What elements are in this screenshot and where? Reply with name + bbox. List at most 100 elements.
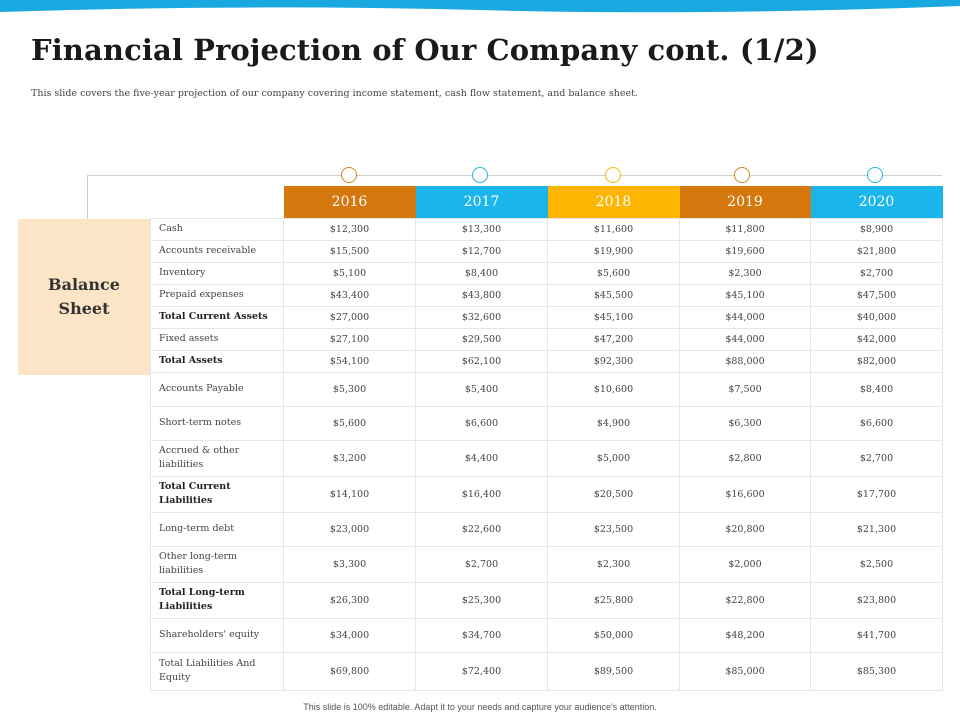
value-cell: $12,700 [415, 239, 548, 263]
value-cell: $27,000 [283, 305, 416, 329]
year-header-cell: 2017 [415, 186, 548, 218]
value-cell: $19,900 [547, 239, 680, 263]
value-cell: $25,300 [415, 581, 548, 619]
top-wave-decoration [0, 0, 960, 13]
value-cell: $69,800 [283, 651, 416, 691]
value-cell: $16,400 [415, 475, 548, 513]
row-label: Total Long-term Liabilities [150, 581, 284, 619]
value-cell: $32,600 [415, 305, 548, 329]
value-cell: $4,400 [415, 439, 548, 477]
value-cell: $3,200 [283, 439, 416, 477]
year-header-cell: 2016 [283, 186, 416, 218]
year-marker-circle [734, 167, 750, 183]
page-title: Financial Projection of Our Company cont… [31, 33, 819, 67]
value-cell: $8,400 [810, 371, 943, 407]
row-label: Total Current Assets [150, 305, 284, 329]
year-header-cell: 2019 [679, 186, 811, 218]
value-cell: $23,500 [547, 511, 680, 547]
value-cell: $72,400 [415, 651, 548, 691]
value-cell: $21,300 [810, 511, 943, 547]
value-cell: $2,700 [810, 261, 943, 285]
value-cell: $12,300 [283, 217, 416, 241]
table-row: Other long-term liabilities $3,300 $2,700 $… [150, 545, 943, 583]
value-cell: $43,400 [283, 283, 416, 307]
footer-note: This slide is 100% editable. Adapt it to… [303, 702, 657, 712]
year-header-cell: 2018 [547, 186, 680, 218]
table-row: Inventory $5,100 $8,400 $5,600 $2,300 $2,700 [150, 261, 943, 285]
value-cell: $23,800 [810, 581, 943, 619]
value-cell: $2,000 [679, 545, 811, 583]
table-row: Accounts Payable $5,300 $5,400 $10,600 $7,50… [150, 371, 943, 407]
year-header-cell: 2020 [810, 186, 943, 218]
year-marker-circle [472, 167, 488, 183]
value-cell: $34,700 [415, 617, 548, 653]
table-row: Total Liabilities And Equity $69,800 $72,4… [150, 651, 943, 691]
value-cell: $23,000 [283, 511, 416, 547]
table-row: Prepaid expenses $43,400 $43,800 $45,500 $45… [150, 283, 943, 307]
row-label: Prepaid expenses [150, 283, 284, 307]
value-cell: $92,300 [547, 349, 680, 373]
value-cell: $40,000 [810, 305, 943, 329]
value-cell: $25,800 [547, 581, 680, 619]
table-frame-top [87, 175, 942, 176]
value-cell: $82,000 [810, 349, 943, 373]
table-row: Total Current Assets $27,000 $32,600 $45,10… [150, 305, 943, 329]
row-label: Accrued & other liabilities [150, 439, 284, 477]
value-cell: $5,600 [283, 405, 416, 441]
value-cell: $44,000 [679, 327, 811, 351]
value-cell: $20,800 [679, 511, 811, 547]
value-cell: $47,200 [547, 327, 680, 351]
value-cell: $4,900 [547, 405, 680, 441]
row-label: Inventory [150, 261, 284, 285]
table-row: Fixed assets $27,100 $29,500 $47,200 $44,000… [150, 327, 943, 351]
value-cell: $29,500 [415, 327, 548, 351]
year-header-row: 2016 2017 2018 2019 2020 [151, 186, 943, 218]
value-cell: $6,300 [679, 405, 811, 441]
row-label: Long-term debt [150, 511, 284, 547]
value-cell: $22,800 [679, 581, 811, 619]
value-cell: $45,100 [679, 283, 811, 307]
balance-sheet-label: Balance Sheet [48, 275, 120, 318]
wave-shape [0, 0, 960, 13]
value-cell: $54,100 [283, 349, 416, 373]
value-cell: $27,100 [283, 327, 416, 351]
table-row: Cash $12,300 $13,300 $11,600 $11,800 $8,900 [150, 217, 943, 241]
year-marker-circle [867, 167, 883, 183]
value-cell: $5,400 [415, 371, 548, 407]
table-row: Shareholders' equity $34,000 $34,700 $50,00… [150, 617, 943, 653]
value-cell: $19,600 [679, 239, 811, 263]
row-label: Other long-term liabilities [150, 545, 284, 583]
value-cell: $10,600 [547, 371, 680, 407]
value-cell: $89,500 [547, 651, 680, 691]
value-cell: $85,000 [679, 651, 811, 691]
value-cell: $62,100 [415, 349, 548, 373]
value-cell: $8,400 [415, 261, 548, 285]
value-cell: $11,800 [679, 217, 811, 241]
value-cell: $42,000 [810, 327, 943, 351]
value-cell: $17,700 [810, 475, 943, 513]
year-marker-circle [605, 167, 621, 183]
value-cell: $6,600 [415, 405, 548, 441]
table-frame-left [87, 175, 88, 219]
value-cell: $44,000 [679, 305, 811, 329]
balance-sheet-table: 2016 2017 2018 2019 2020 Cash $12,300 $13,… [150, 186, 943, 691]
value-cell: $7,500 [679, 371, 811, 407]
row-label: Accounts Payable [150, 371, 284, 407]
value-cell: $2,800 [679, 439, 811, 477]
value-cell: $14,100 [283, 475, 416, 513]
value-cell: $2,300 [547, 545, 680, 583]
value-cell: $48,200 [679, 617, 811, 653]
value-cell: $5,300 [283, 371, 416, 407]
row-label: Shareholders' equity [150, 617, 284, 653]
value-cell: $50,000 [547, 617, 680, 653]
table-row: Total Current Liabilities $14,100 $16,400 $… [150, 475, 943, 513]
row-label: Fixed assets [150, 327, 284, 351]
value-cell: $85,300 [810, 651, 943, 691]
row-label: Accounts receivable [150, 239, 284, 263]
table-row: Accrued & other liabilities $3,200 $4,400 $… [150, 439, 943, 477]
value-cell: $2,300 [679, 261, 811, 285]
value-cell: $34,000 [283, 617, 416, 653]
value-cell: $26,300 [283, 581, 416, 619]
value-cell: $45,100 [547, 305, 680, 329]
value-cell: $88,000 [679, 349, 811, 373]
